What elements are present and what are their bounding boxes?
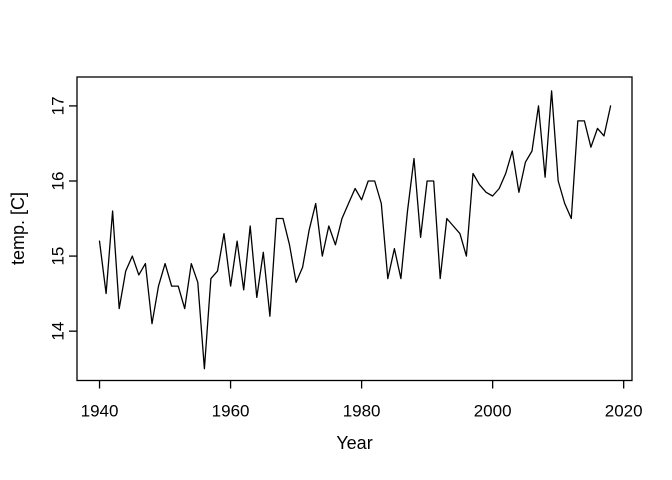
x-axis-title: Year xyxy=(336,433,372,453)
plot: 1940 1960 1980 2000 2020 14 15 16 17 xyxy=(49,76,643,421)
y-axis-tick-label: 17 xyxy=(49,96,68,115)
x-axis-tick-label: 2020 xyxy=(605,402,643,421)
plot-box xyxy=(76,76,633,382)
y-axis-tick-label: 14 xyxy=(49,322,68,341)
x-axis-tick-label: 2000 xyxy=(474,402,512,421)
y-axis-tick-label: 16 xyxy=(49,172,68,191)
y-axis-tick-label: 15 xyxy=(49,247,68,266)
x-axis-tick-label: 1960 xyxy=(212,402,250,421)
data-line xyxy=(98,90,612,370)
x-axis-tick-label: 1980 xyxy=(343,402,381,421)
y-axis-title: temp. [C] xyxy=(8,192,28,265)
x-axis-tick-label: 1940 xyxy=(81,402,119,421)
